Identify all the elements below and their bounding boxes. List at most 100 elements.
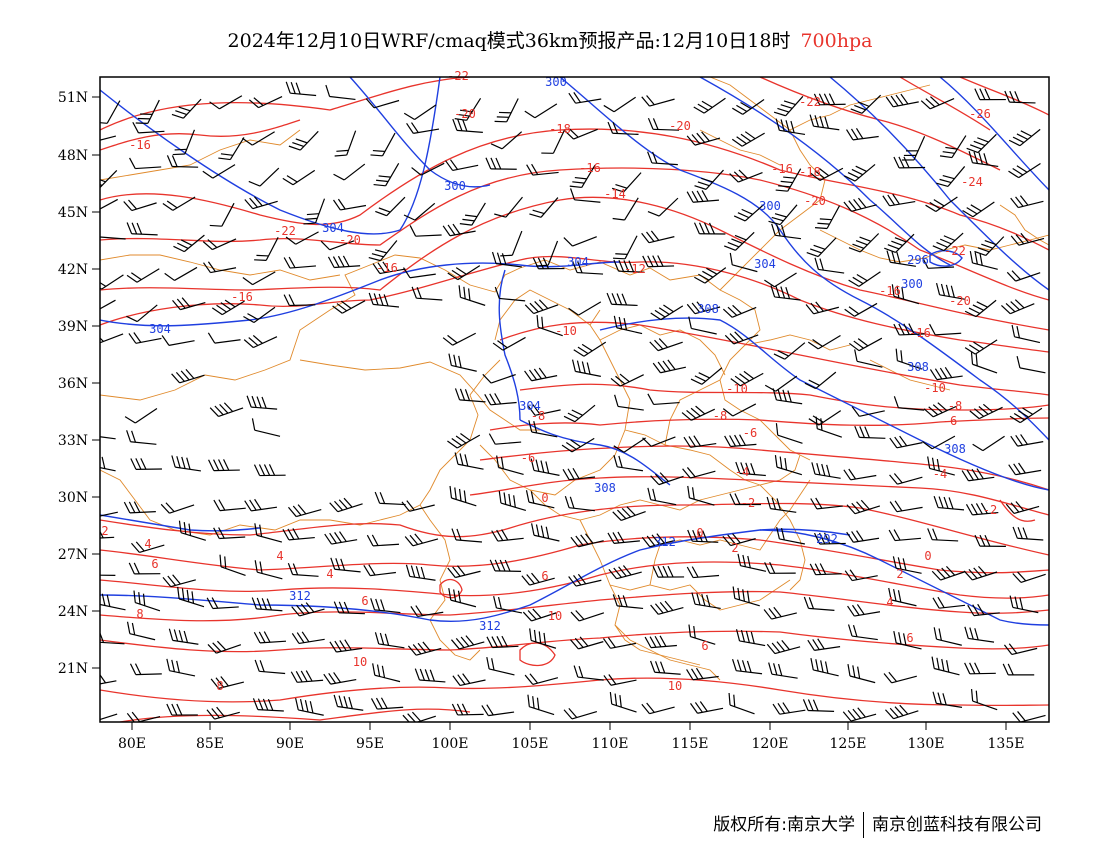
wind-barb	[650, 472, 684, 486]
temperature-contour	[119, 708, 471, 722]
wind-barb	[568, 92, 602, 104]
lon-tick-label: 105E	[512, 736, 549, 752]
wind-barb	[207, 332, 241, 344]
wind-barb	[939, 135, 967, 159]
wind-barb	[324, 531, 358, 545]
height-label: 304	[519, 399, 541, 413]
wind-barb	[810, 497, 843, 510]
height-contour	[519, 419, 671, 486]
wind-barb	[570, 610, 605, 622]
wind-barb	[722, 304, 757, 318]
wind-barb	[209, 95, 243, 110]
boundary-line	[614, 624, 721, 681]
wind-barb	[132, 121, 165, 134]
wind-barb	[123, 501, 156, 514]
wind-barb	[964, 299, 997, 318]
wind-barb	[1005, 501, 1040, 514]
wind-barb	[288, 130, 319, 151]
wind-barb	[166, 155, 199, 168]
wind-barb	[843, 197, 877, 212]
temperature-label: -4	[933, 467, 947, 481]
wind-barb	[893, 323, 926, 336]
wind-barb	[814, 205, 841, 230]
wind-barb	[776, 527, 806, 545]
wind-barb	[805, 301, 839, 315]
lat-tick-label: 33N	[58, 433, 88, 449]
wind-barb	[968, 150, 999, 168]
height-label: 304	[149, 322, 171, 336]
height-label: 308	[697, 302, 719, 316]
wind-barb	[843, 163, 876, 182]
wind-barb	[1012, 571, 1046, 583]
wind-barb	[406, 122, 440, 134]
boundary-line	[529, 454, 801, 521]
wind-barb	[772, 388, 803, 405]
wind-barb	[490, 131, 523, 150]
lon-tick-label: 135E	[988, 736, 1025, 752]
wind-barb	[647, 487, 677, 506]
temperature-label: -20	[339, 233, 361, 247]
wind-barb	[967, 603, 1000, 617]
wind-barb	[451, 635, 485, 650]
height-contour	[929, 250, 963, 267]
copyright-right: 南京创蓝科技有限公司	[872, 815, 1042, 835]
wind-barb	[768, 662, 798, 679]
temperature-contour	[100, 128, 1049, 251]
wind-barb	[844, 302, 878, 317]
wind-barb	[813, 532, 846, 545]
wind-barb	[613, 455, 644, 472]
wind-barb	[690, 701, 724, 714]
copyright-footer: 版权所有:南京大学 南京创蓝科技有限公司	[713, 810, 1042, 838]
lon-tick-label: 95E	[356, 736, 384, 752]
lon-tick-label: 115E	[672, 736, 709, 752]
temperature-label: -10	[924, 381, 946, 395]
wind-barb	[650, 304, 684, 321]
wind-barb	[100, 713, 118, 722]
temperature-contour	[100, 590, 1049, 622]
boundary-line	[479, 309, 631, 496]
wind-barb	[202, 164, 236, 179]
wind-barb	[447, 265, 481, 281]
wind-barb	[529, 197, 559, 218]
wind-barb	[885, 93, 919, 108]
temperature-label: -10	[555, 324, 577, 338]
wind-barb	[100, 574, 116, 577]
wind-barb	[372, 261, 406, 275]
wind-barb	[614, 394, 644, 411]
wind-barb	[563, 404, 596, 423]
wind-barb	[219, 554, 246, 577]
temperature-label: -18	[799, 165, 821, 179]
wind-barb	[729, 493, 761, 506]
height-label: 300	[759, 199, 781, 213]
wind-barb	[1002, 663, 1035, 676]
temperature-label: -24	[961, 175, 983, 189]
wind-barb	[525, 490, 555, 509]
wind-barb	[775, 118, 806, 136]
wind-barb	[282, 169, 316, 186]
wind-barb	[251, 597, 283, 612]
wind-barb	[282, 528, 315, 541]
wind-barb	[969, 250, 998, 270]
wind-barb	[686, 566, 720, 579]
wind-barb	[243, 306, 276, 324]
wind-barb	[722, 403, 757, 417]
wind-barb	[447, 433, 481, 449]
wind-barb	[368, 292, 400, 308]
temperature-label: -16	[771, 162, 793, 176]
wind-barb	[454, 388, 486, 403]
lon-tick-label: 100E	[432, 736, 469, 752]
wind-barb	[848, 271, 881, 287]
wind-barb	[724, 331, 759, 345]
wind-barb	[966, 133, 997, 154]
wind-barb	[642, 436, 676, 447]
wind-barb	[494, 286, 526, 302]
wind-barb	[650, 600, 684, 615]
wind-barb	[963, 565, 998, 581]
wind-barb	[612, 197, 639, 221]
wind-barb	[285, 81, 317, 97]
wind-barb	[694, 267, 727, 284]
wind-barb	[323, 672, 357, 685]
wind-barb	[568, 301, 602, 316]
wind-barb	[126, 430, 157, 445]
wind-barb	[652, 565, 685, 578]
